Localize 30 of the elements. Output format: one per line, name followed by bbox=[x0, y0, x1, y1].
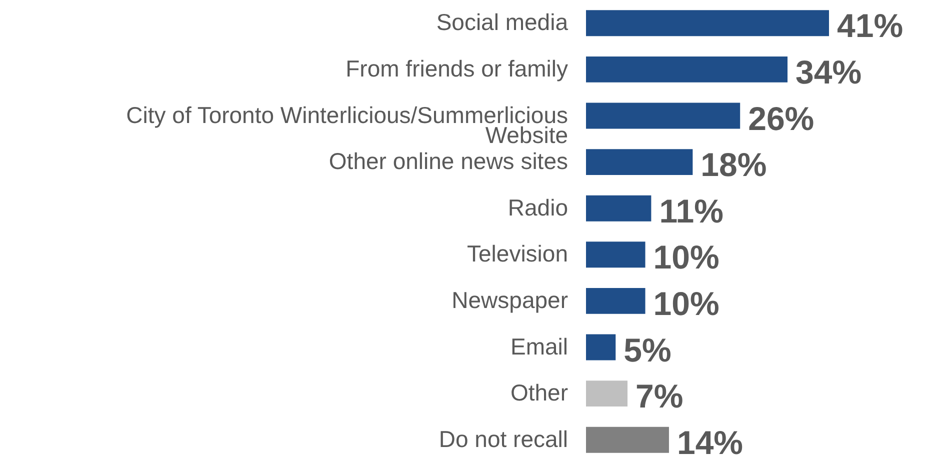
bar bbox=[586, 380, 628, 407]
bar bbox=[586, 195, 652, 222]
y-tick-label: Radio bbox=[508, 194, 568, 220]
y-tick-label: Email bbox=[510, 333, 568, 360]
y-tick-label: Social media bbox=[436, 9, 568, 36]
bar bbox=[586, 334, 616, 360]
y-tick-label: Television bbox=[467, 240, 568, 267]
data-label: 5% bbox=[624, 331, 672, 368]
y-tick-label: Other online news sites bbox=[328, 148, 568, 174]
data-label: 10% bbox=[653, 238, 720, 276]
y-tick-label: Newspaper bbox=[452, 286, 568, 313]
data-label: 41% bbox=[837, 7, 904, 44]
data-label: 7% bbox=[635, 378, 684, 415]
data-label: 34% bbox=[796, 53, 862, 90]
y-tick-label: Other bbox=[510, 380, 568, 406]
bar bbox=[586, 56, 788, 82]
data-label: 26% bbox=[748, 100, 814, 137]
y-tick-label: Do not recall bbox=[438, 426, 568, 452]
data-label: 14% bbox=[676, 424, 744, 461]
y-tick-label: City of Toronto Winterlicious/Summerlicious Website bbox=[126, 102, 568, 148]
bar bbox=[586, 102, 740, 129]
y-tick-label: From friends or family bbox=[346, 55, 568, 82]
bar bbox=[586, 242, 646, 268]
bar bbox=[586, 426, 669, 453]
data-label: 18% bbox=[700, 146, 767, 184]
bar bbox=[586, 288, 646, 314]
data-label: 10% bbox=[653, 284, 720, 322]
data-label: 11% bbox=[659, 192, 724, 230]
bar bbox=[586, 10, 829, 36]
bar bbox=[586, 149, 693, 176]
